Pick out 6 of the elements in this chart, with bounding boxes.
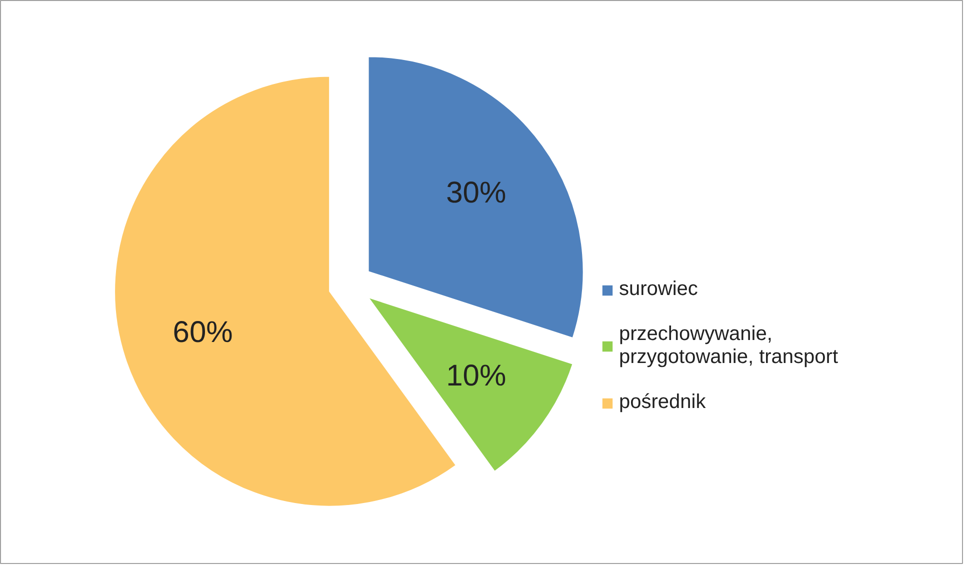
data-label: 10% bbox=[446, 359, 506, 392]
legend-label: pośrednik bbox=[619, 391, 706, 414]
legend-label: przechowywanie, przygotowanie, transport bbox=[619, 323, 838, 369]
data-label: 60% bbox=[172, 316, 233, 349]
data-label: 30% bbox=[446, 176, 506, 210]
legend-label: surowiec bbox=[619, 278, 698, 301]
